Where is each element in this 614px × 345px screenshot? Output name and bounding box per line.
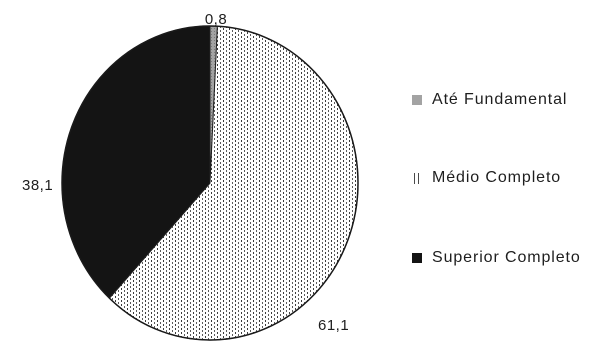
legend-item-ate-fundamental: Até Fundamental <box>412 91 567 109</box>
legend-swatch-superior-completo <box>412 253 422 263</box>
data-label-superior-completo: 38,1 <box>22 177 53 194</box>
pie-chart: 0,8 61,1 38,1 <box>22 11 359 341</box>
data-label-medio-completo: 61,1 <box>318 317 349 334</box>
legend-swatch-medio-completo <box>412 172 422 184</box>
legend-item-medio-completo: Médio Completo <box>412 169 561 187</box>
legend-swatch-ate-fundamental <box>412 95 422 105</box>
legend-item-superior-completo: Superior Completo <box>412 249 581 267</box>
data-label-ate-fundamental: 0,8 <box>205 11 227 28</box>
pie-data-labels: 0,8 61,1 38,1 <box>22 11 349 334</box>
legend-label-ate-fundamental: Até Fundamental <box>432 91 568 108</box>
pie-outline <box>61 25 359 341</box>
pie-slices <box>61 25 359 341</box>
legend-label-superior-completo: Superior Completo <box>432 249 581 266</box>
legend-label-medio-completo: Médio Completo <box>432 169 562 186</box>
pie-chart-svg: 0,8 61,1 38,1 <box>22 11 359 341</box>
legend: Até Fundamental Médio Completo Superior … <box>412 0 612 345</box>
